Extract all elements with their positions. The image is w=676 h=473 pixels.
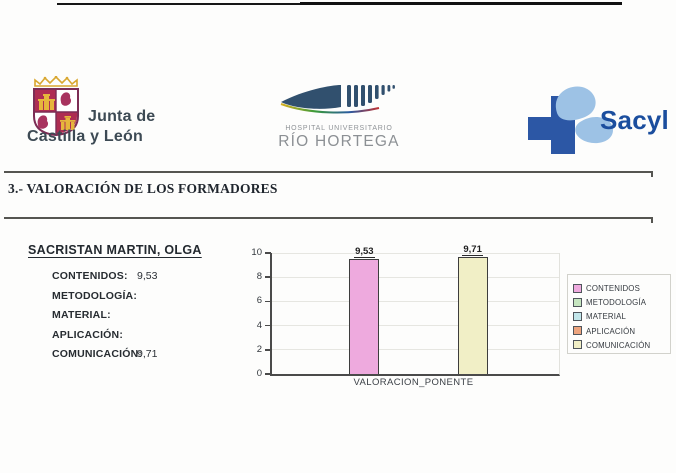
y-tick-label: 10 — [251, 247, 262, 258]
legend-item: APLICACIÓN — [573, 324, 670, 338]
field-value: 9,53 — [137, 270, 158, 282]
field-row-contenidos: CONTENIDOS: 9,53 — [52, 270, 157, 290]
y-tick-label: 6 — [256, 295, 262, 307]
hospital-swoosh-icon — [280, 85, 395, 114]
field-label: COMUNICACIÓN: — [52, 348, 143, 360]
scan-edge-artifact — [57, 3, 312, 5]
sacyl-logo-text: Sacyl — [600, 105, 669, 135]
y-tick-label: 0 — [256, 368, 262, 379]
hospital-rio-hortega-logo: HOSPITAL UNIVERSITARIO RÍO HORTEGA — [278, 82, 400, 151]
legend-swatch — [573, 283, 582, 293]
y-tick-mark — [265, 373, 271, 375]
y-tick-mark — [265, 252, 271, 254]
field-row-aplicacion: APLICACIÓN: — [52, 329, 157, 349]
field-row-metodologia: METODOLOGÍA: — [52, 290, 157, 310]
legend-label: APLICACIÓN — [586, 325, 636, 336]
legend-item: MATERIAL — [573, 309, 670, 323]
section-title: 3.- VALORACIÓN DE LOS FORMADORES — [8, 181, 278, 196]
field-row-comunicacion: COMUNICACIÓN: 9,71 — [52, 348, 157, 368]
y-tick-mark — [265, 349, 271, 351]
field-row-material: MATERIAL: — [52, 309, 157, 329]
field-value: 9,71 — [137, 348, 158, 360]
legend-swatch — [573, 311, 582, 321]
field-label: CONTENIDOS: — [52, 270, 128, 282]
gridline — [272, 349, 559, 351]
gridline — [272, 300, 559, 302]
scan-edge-artifact — [300, 2, 622, 5]
bar-comunicacion — [457, 256, 488, 374]
legend-swatch — [573, 326, 582, 336]
legend-swatch — [573, 340, 582, 350]
y-tick-mark — [265, 324, 271, 327]
chart-x-axis-label: VALORACION_PONENTE — [353, 377, 474, 388]
legend-item: CONTENIDOS — [573, 281, 670, 295]
chart-legend: CONTENIDOS METODOLOGÍA MATERIAL APLICACIÓN C… — [567, 274, 671, 354]
y-tick-label: 8 — [256, 271, 262, 283]
gridline — [272, 276, 559, 278]
gridline — [272, 325, 559, 327]
y-tick-label: 2 — [256, 343, 262, 355]
sacyl-cross-icon — [528, 86, 613, 154]
junta-logo-text-line1: Junta de — [88, 108, 156, 125]
hospital-logo-text-line2: RÍO HORTEGA — [278, 133, 400, 150]
section-divider-top — [4, 171, 653, 177]
y-tick-label: 4 — [256, 319, 262, 331]
legend-label: COMUNICACIÓN — [586, 339, 651, 350]
gridline — [272, 252, 559, 254]
y-tick-mark — [265, 276, 271, 278]
bar-value-label: 9,71 — [462, 243, 483, 256]
legend-label: MATERIAL — [586, 311, 627, 322]
junta-logo-text-line2: Castilla y León — [27, 128, 143, 145]
legend-item: COMUNICACIÓN — [573, 338, 670, 352]
evaluation-fields: CONTENIDOS: 9,53 METODOLOGÍA: MATERIAL: … — [52, 270, 157, 368]
chart-plot: 0 2 4 6 8 10 9,53 9,71 — [251, 243, 560, 379]
legend-item: METODOLOGÍA — [573, 295, 670, 309]
field-label: METODOLOGÍA: — [52, 289, 138, 302]
legend-label: CONTENIDOS — [586, 283, 640, 294]
field-label: MATERIAL: — [52, 309, 111, 321]
y-tick-mark — [265, 300, 271, 303]
legend-swatch — [573, 297, 582, 307]
bar-value-label: 9,53 — [354, 245, 375, 258]
field-label: APLICACIÓN: — [52, 328, 124, 341]
sacyl-logo: Sacyl — [523, 84, 673, 156]
evaluator-name: SACRISTAN MARTIN, OLGA — [28, 243, 202, 257]
section-divider-bottom — [4, 217, 653, 223]
legend-label: METODOLOGÍA — [586, 297, 647, 308]
junta-shield-icon — [33, 76, 79, 137]
hospital-logo-text-line1: HOSPITAL UNIVERSITARIO — [285, 125, 393, 132]
bar-contenidos — [349, 258, 380, 374]
junta-castilla-leon-logo: Junta de Castilla y León — [25, 76, 235, 156]
